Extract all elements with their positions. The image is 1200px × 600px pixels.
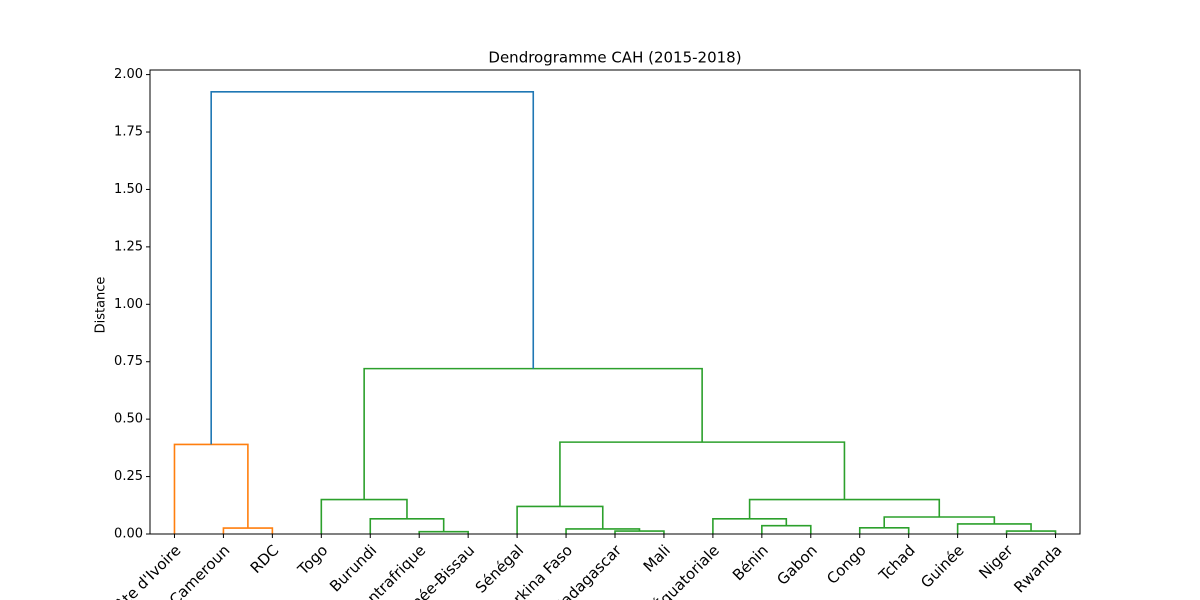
dendrogram-link xyxy=(369,518,445,534)
dendrogram-link xyxy=(883,516,996,528)
dendrogram-link xyxy=(173,443,249,534)
dendrogram-link xyxy=(363,367,703,500)
dendrogram-link xyxy=(1005,530,1057,534)
dendrogram-link xyxy=(956,523,1032,534)
dendrogram-link xyxy=(320,498,408,534)
y-tick-label: 2.00 xyxy=(114,67,143,82)
plot-frame xyxy=(149,69,1081,535)
y-tick-label: 0.75 xyxy=(114,354,143,369)
leaf-label: Guinée xyxy=(917,541,967,591)
leaf-label: Tchad xyxy=(875,541,919,585)
dendrogram-link xyxy=(858,526,910,534)
leaf-label: Bénin xyxy=(729,541,772,584)
y-tick-label: 1.00 xyxy=(114,297,143,312)
leaf-label: RDC xyxy=(247,541,283,577)
leaf-label: Congo xyxy=(823,541,870,588)
leaf-label: Gabon xyxy=(773,541,820,588)
dendrogram-link xyxy=(516,505,604,534)
leaf-label: Rwanda xyxy=(1010,541,1065,596)
y-tick-label: 1.25 xyxy=(114,239,143,254)
dendrogram-link xyxy=(559,441,846,507)
dendrogram-link xyxy=(748,498,941,519)
y-tick-label: 1.50 xyxy=(114,182,143,197)
dendrogram-link xyxy=(614,530,665,534)
leaf-label: Togo xyxy=(293,541,331,579)
leaf-label: Niger xyxy=(975,541,1017,583)
y-tick-label: 0.00 xyxy=(114,527,143,542)
y-tick-label: 0.50 xyxy=(114,412,143,427)
y-tick-label: 0.25 xyxy=(114,469,143,484)
dendrogram-link xyxy=(712,518,788,534)
chart-title: Dendrogramme CAH (2015-2018) xyxy=(488,49,741,67)
leaf-label: Mali xyxy=(640,541,674,575)
dendrogram-link xyxy=(565,528,641,534)
y-tick-label: 1.75 xyxy=(114,125,143,140)
dendrogram-link xyxy=(222,527,274,534)
y-axis-label: Distance xyxy=(94,277,109,334)
dendrogram-link xyxy=(210,91,535,445)
dendrogram-link xyxy=(761,524,812,534)
dendrogram-link xyxy=(418,530,469,534)
